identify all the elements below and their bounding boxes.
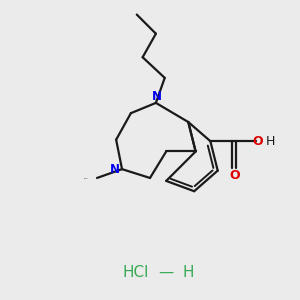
Text: N: N: [152, 90, 162, 103]
Text: methyl: methyl: [84, 177, 89, 178]
Text: N: N: [110, 163, 120, 176]
Text: O: O: [252, 135, 263, 148]
Text: HCl: HCl: [122, 265, 148, 280]
Text: —: —: [159, 265, 174, 280]
Text: H: H: [182, 265, 194, 280]
Text: O: O: [229, 169, 240, 182]
Text: H: H: [266, 135, 275, 148]
